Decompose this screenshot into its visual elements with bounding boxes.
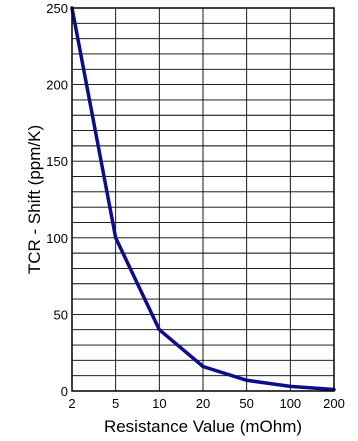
series-line [70,6,336,392]
y-tick-label: 50 [54,307,68,322]
x-tick-label: 2 [68,396,75,411]
x-tick-label: 5 [112,396,119,411]
x-axis-title: Resistance Value (mOhm) [104,417,302,436]
y-tick-label: 100 [46,231,68,246]
data-series [70,6,336,392]
plot-frame [71,7,335,392]
x-tick-label: 50 [239,396,253,411]
y-tick-labels: 0 50 100 150 200 250 [46,1,68,399]
x-tick-label: 200 [323,396,345,411]
y-tick-label: 0 [61,384,68,399]
y-tick-label: 250 [46,1,68,16]
x-tick-label: 20 [196,396,210,411]
y-tick-label: 150 [46,154,68,169]
y-tick-label: 200 [46,78,68,93]
x-tick-labels: 2 5 10 20 50 100 200 [68,396,344,411]
y-axis-title: TCR - Shift (ppm/K) [25,125,44,274]
x-tick-label: 100 [279,396,301,411]
grid [71,7,335,392]
x-tick-label: 10 [152,396,166,411]
